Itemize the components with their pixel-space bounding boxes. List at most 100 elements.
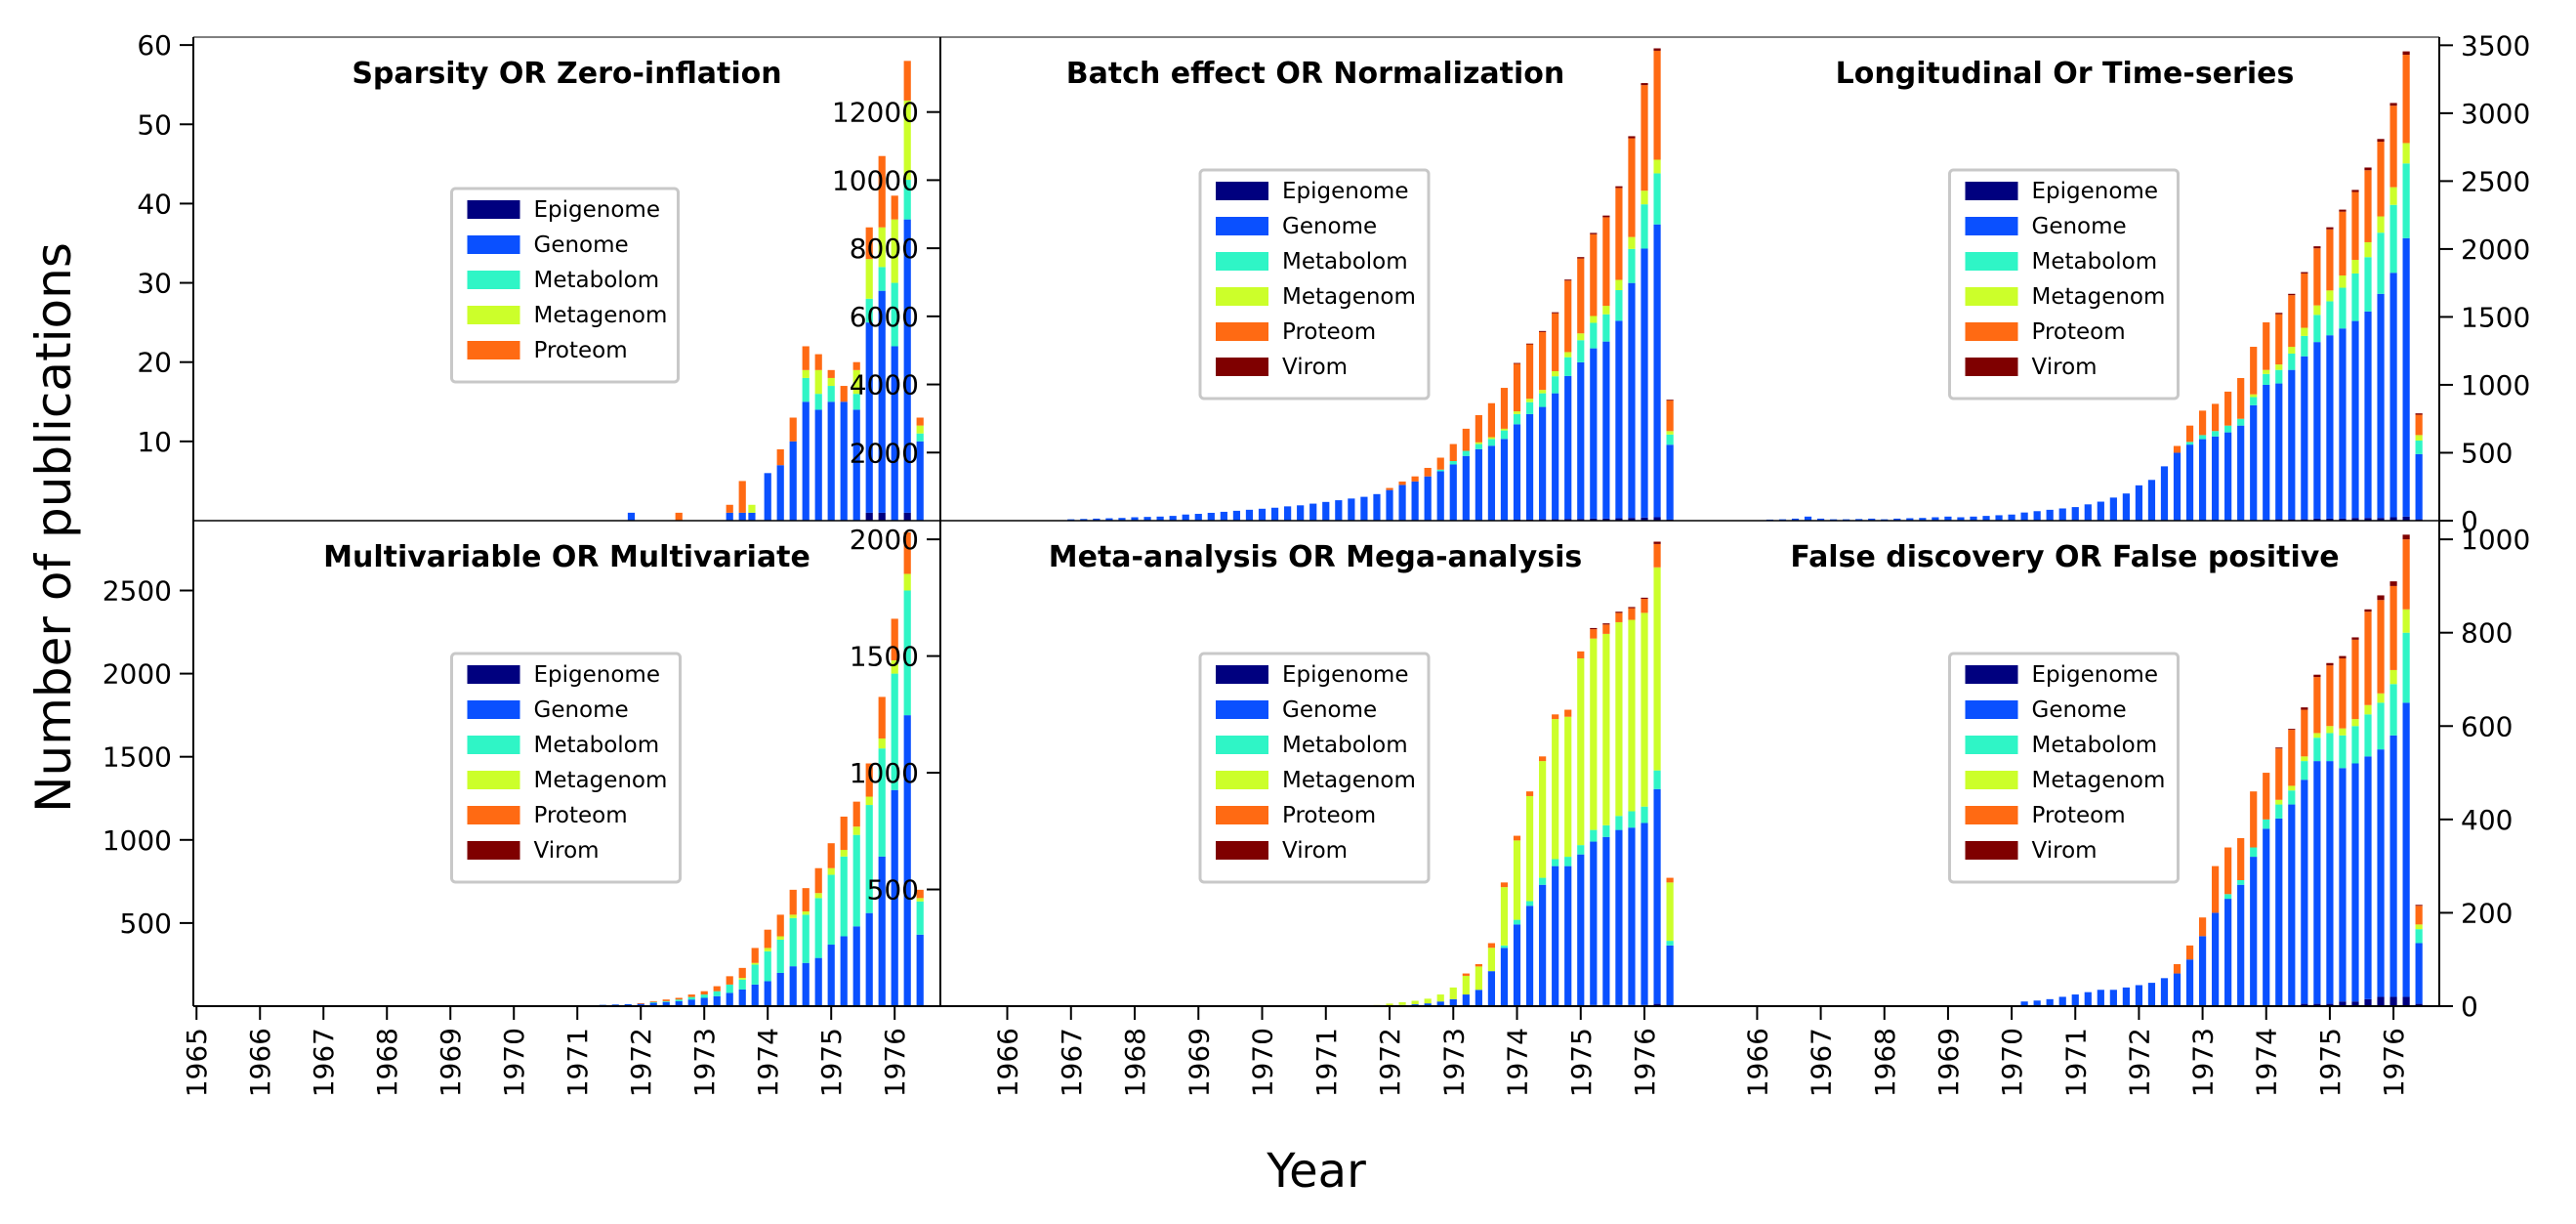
y-tick-label: 1000 <box>103 824 172 857</box>
bar-proteom-segment <box>2377 600 2385 694</box>
bar-metabolom-segment <box>865 805 873 913</box>
x-tick-label: 1970 <box>498 1028 530 1097</box>
bar-genome-segment <box>700 997 708 1006</box>
bar-metagenom-segment <box>865 259 873 299</box>
y-tick-label: 30 <box>137 268 172 300</box>
x-tick-label: 1974 <box>752 1028 784 1097</box>
bar-genome-segment <box>1919 518 1927 521</box>
x-tick-label: 1971 <box>561 1028 594 1097</box>
y-tick-label: 1000 <box>850 757 919 789</box>
bar-genome-segment <box>1564 865 1572 1006</box>
bar-proteom-segment <box>789 417 797 442</box>
bar-proteom-segment <box>1487 943 1496 949</box>
bar-metabolom-segment <box>2288 790 2296 805</box>
bar-genome-segment <box>726 512 733 521</box>
bar-genome-segment <box>789 441 797 521</box>
bar-epigenome-segment <box>2326 1003 2334 1006</box>
bar-genome-segment <box>2326 335 2334 519</box>
bar-metagenom-segment <box>840 850 848 857</box>
bar-metagenom-segment <box>2275 364 2283 370</box>
bar-virom-segment <box>1666 400 1674 401</box>
bar-genome-segment <box>2339 768 2347 1002</box>
bar-metabolom-segment <box>675 999 683 1001</box>
bar-genome-segment <box>1590 348 1598 519</box>
bar-genome-segment <box>1297 505 1305 521</box>
bar-metagenom-segment <box>1602 633 1610 825</box>
bar-genome-segment <box>1868 518 1876 521</box>
bar-genome-segment <box>2071 507 2079 521</box>
y-tick-label: 500 <box>120 907 172 940</box>
bar-proteom-segment <box>2275 748 2283 800</box>
legend-swatch <box>467 841 520 860</box>
bar-metabolom-segment <box>1500 430 1509 440</box>
bar-epigenome-segment <box>2402 516 2410 521</box>
bar-metabolom-segment <box>2288 353 2296 370</box>
bar-metagenom-segment <box>789 914 797 918</box>
bar-genome-segment <box>2402 237 2410 517</box>
bar-proteom-segment <box>827 369 835 378</box>
legend-swatch <box>467 200 520 219</box>
bar-genome-segment <box>2058 996 2066 1006</box>
bar-genome-segment <box>1641 248 1648 518</box>
bar-proteom-segment <box>1500 882 1509 888</box>
legend-swatch <box>1965 217 2018 235</box>
bar-metagenom-segment <box>2389 669 2397 685</box>
bar-metabolom-segment <box>751 964 759 985</box>
x-tick-label: 1974 <box>2251 1028 2283 1097</box>
bar-metagenom-segment <box>1552 370 1559 377</box>
bar-metabolom-segment <box>916 901 924 935</box>
bar-genome-segment <box>726 992 733 1006</box>
legend-swatch <box>1216 700 1268 719</box>
y-tick-label: 400 <box>2461 804 2513 836</box>
bar-proteom-segment <box>903 61 911 101</box>
y-tick-label: 500 <box>2461 437 2513 469</box>
bar-metagenom-segment <box>1539 761 1547 878</box>
bar-virom-segment <box>2275 747 2283 749</box>
bar-proteom-segment <box>1449 443 1457 461</box>
bar-genome-segment <box>1525 413 1534 520</box>
bar-metabolom-segment <box>1462 450 1470 456</box>
bar-epigenome-segment <box>1641 517 1648 521</box>
bar-metabolom-segment <box>2263 819 2270 829</box>
bar-proteom-segment <box>2415 906 2423 925</box>
bar-metabolom-segment <box>878 748 886 857</box>
bar-genome-segment <box>2097 501 2104 521</box>
bar-metabolom-segment <box>903 590 911 716</box>
panel-title: Longitudinal Or Time-series <box>1836 57 2295 91</box>
bar-proteom-segment <box>1577 651 1585 658</box>
bar-genome-segment <box>1602 341 1610 519</box>
bar-genome-segment <box>2084 504 2092 521</box>
bar-metabolom-segment <box>662 1000 670 1002</box>
bar-proteom-segment <box>1552 714 1559 720</box>
bar-metagenom-segment <box>878 227 886 268</box>
bar-virom-segment <box>1577 257 1585 259</box>
bar-genome-segment <box>776 465 784 521</box>
bar-metagenom-segment <box>916 425 924 434</box>
bar-metagenom-segment <box>2288 347 2296 354</box>
bar-proteom-segment <box>1666 400 1674 432</box>
legend-label: Proteom <box>1282 319 1376 345</box>
bar-proteom-segment <box>738 481 746 513</box>
bar-genome-segment <box>852 409 860 521</box>
bar-metagenom-segment <box>1552 719 1559 860</box>
bar-genome-segment <box>1309 503 1317 521</box>
y-tick-label: 0 <box>2461 505 2478 537</box>
bar-proteom-segment <box>675 512 683 521</box>
bar-proteom-segment <box>802 888 810 911</box>
bar-metabolom-segment <box>1590 322 1598 349</box>
bar-genome-segment <box>1118 518 1126 521</box>
legend-label: Proteom <box>2032 803 2126 828</box>
bar-genome-segment <box>1513 924 1521 1006</box>
bar-virom-segment <box>2339 655 2347 658</box>
bar-proteom-segment <box>1602 217 1610 307</box>
y-tick-label: 2000 <box>850 524 919 556</box>
x-tick-label: 1968 <box>371 1028 403 1097</box>
legend-swatch <box>1965 736 2018 754</box>
bar-metagenom-segment <box>738 978 746 980</box>
legend-label: Epigenome <box>534 197 660 223</box>
bar-epigenome-segment <box>2351 1001 2359 1006</box>
legend-swatch <box>1965 841 2018 860</box>
bar-metagenom-segment <box>1577 333 1585 341</box>
legend-swatch <box>1216 736 1268 754</box>
